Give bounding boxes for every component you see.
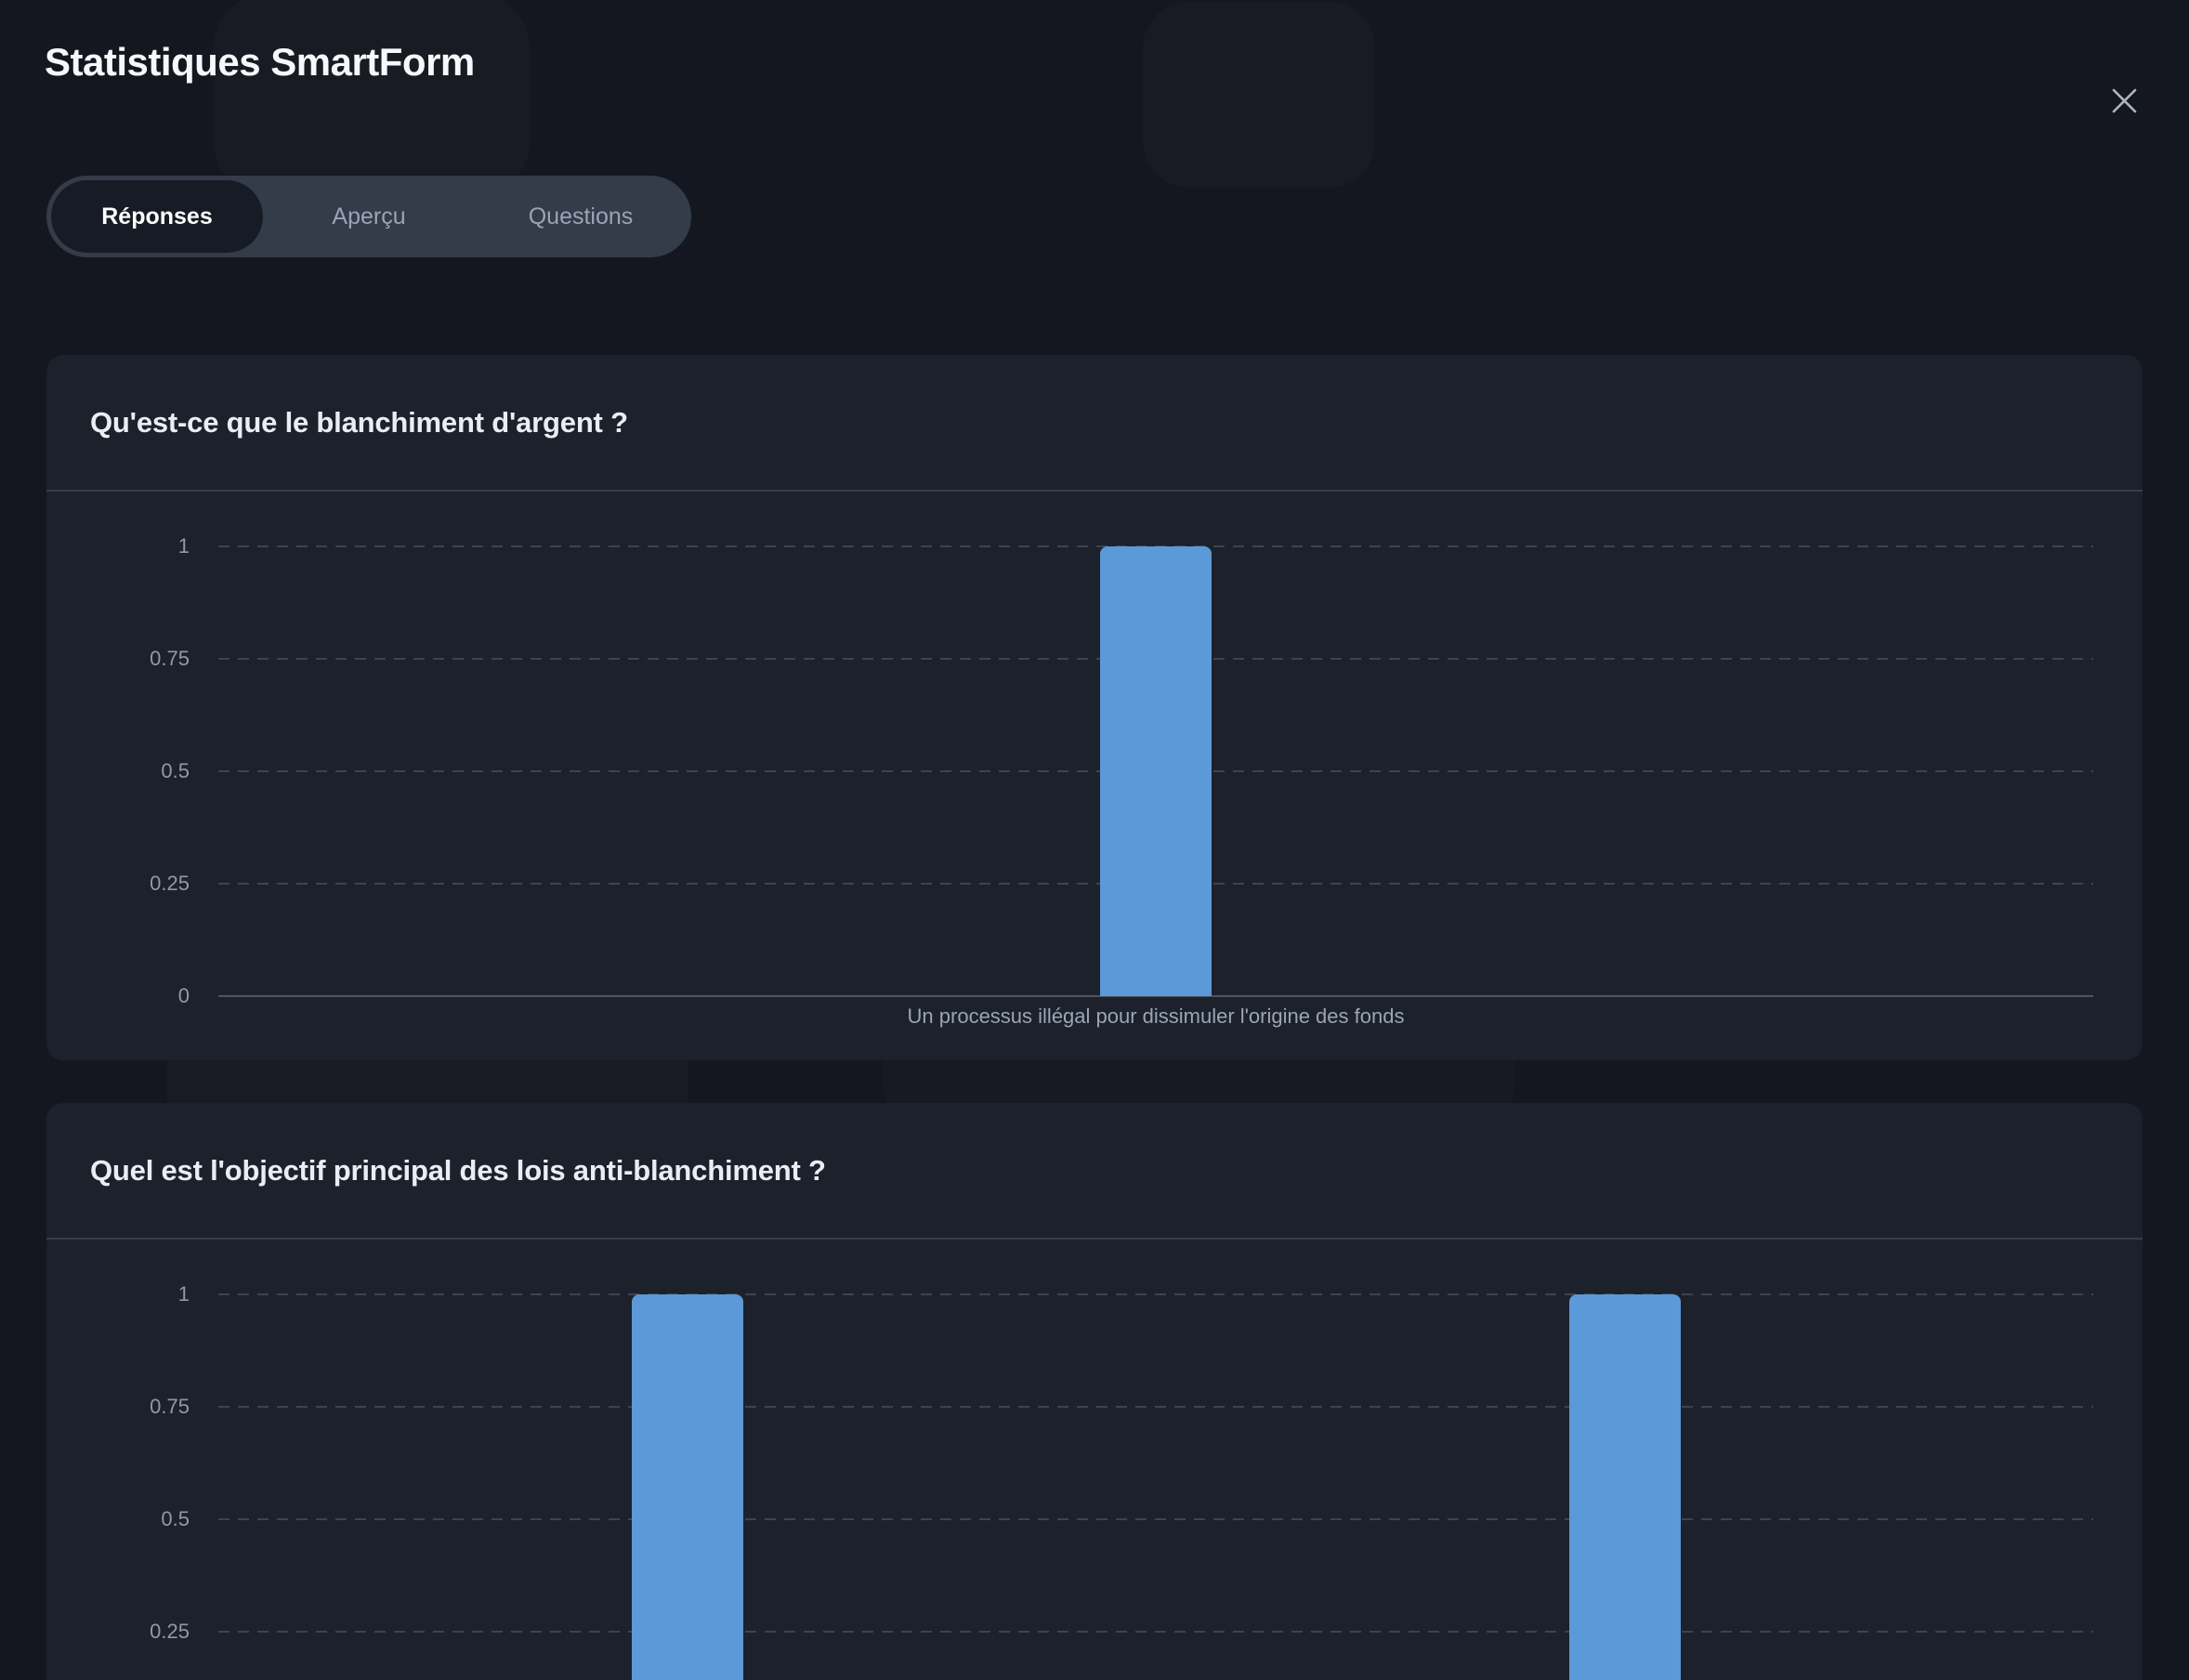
y-tick-label: 0.5 xyxy=(161,759,190,783)
bar[interactable] xyxy=(631,1294,743,1680)
y-tick-label: 0.5 xyxy=(161,1507,190,1531)
question-card: Qu'est-ce que le blanchiment d'argent ? … xyxy=(46,355,2143,1061)
answers-bar-chart: 1 0.75 0.5 0.25 xyxy=(46,1240,2143,1680)
tab-apercu[interactable]: Aperçu xyxy=(263,180,475,253)
x-axis-line xyxy=(218,995,2093,998)
y-tick-label: 0 xyxy=(177,984,190,1008)
x-axis-spacer xyxy=(46,1004,218,1036)
question-card-header: Quel est l'objectif principal des lois a… xyxy=(46,1103,2143,1240)
y-tick-label: 0.25 xyxy=(150,1620,190,1644)
plot-area xyxy=(218,545,2093,998)
question-card-header: Qu'est-ce que le blanchiment d'argent ? xyxy=(46,355,2143,492)
y-tick-label: 1 xyxy=(177,534,190,558)
y-tick-label: 0.25 xyxy=(150,872,190,896)
x-label-area: Un processus illégal pour dissimuler l'o… xyxy=(218,1004,2093,1036)
y-axis: 1 0.75 0.5 0.25 0 xyxy=(46,534,218,1007)
gridline xyxy=(218,1406,2093,1409)
chart-plot-row: 1 0.75 0.5 0.25 0 xyxy=(46,534,2093,1007)
close-icon xyxy=(2112,88,2136,112)
x-axis: Un processus illégal pour dissimuler l'o… xyxy=(46,1004,2093,1036)
gridline xyxy=(218,1293,2093,1296)
x-category-label: Un processus illégal pour dissimuler l'o… xyxy=(907,1004,1405,1029)
gridline xyxy=(218,1631,2093,1634)
plot-area xyxy=(218,1293,2093,1680)
y-tick-label: 0.75 xyxy=(150,1395,190,1419)
answers-bar-chart: 1 0.75 0.5 0.25 0 Un processus illégal pour d… xyxy=(46,492,2143,1060)
statistics-panel: Statistiques SmartForm Réponses Aperçu Q… xyxy=(0,39,2189,1680)
y-tick-label: 1 xyxy=(177,1282,190,1306)
question-card: Quel est l'objectif principal des lois a… xyxy=(46,1103,2143,1680)
gridline xyxy=(218,1518,2093,1521)
question-title: Qu'est-ce que le blanchiment d'argent ? xyxy=(90,405,628,439)
page-title: Statistiques SmartForm xyxy=(45,40,475,84)
tab-questions[interactable]: Questions xyxy=(475,180,687,253)
close-button[interactable] xyxy=(2100,76,2148,125)
y-tick-label: 0.75 xyxy=(150,647,190,671)
tab-group: Réponses Aperçu Questions xyxy=(46,176,691,258)
question-title: Quel est l'objectif principal des lois a… xyxy=(90,1153,826,1187)
bar[interactable] xyxy=(1568,1294,1681,1680)
bar[interactable] xyxy=(1100,546,1212,997)
tab-reponses[interactable]: Réponses xyxy=(51,180,263,254)
y-axis: 1 0.75 0.5 0.25 xyxy=(46,1282,218,1680)
chart-plot-row: 1 0.75 0.5 0.25 xyxy=(46,1282,2093,1680)
